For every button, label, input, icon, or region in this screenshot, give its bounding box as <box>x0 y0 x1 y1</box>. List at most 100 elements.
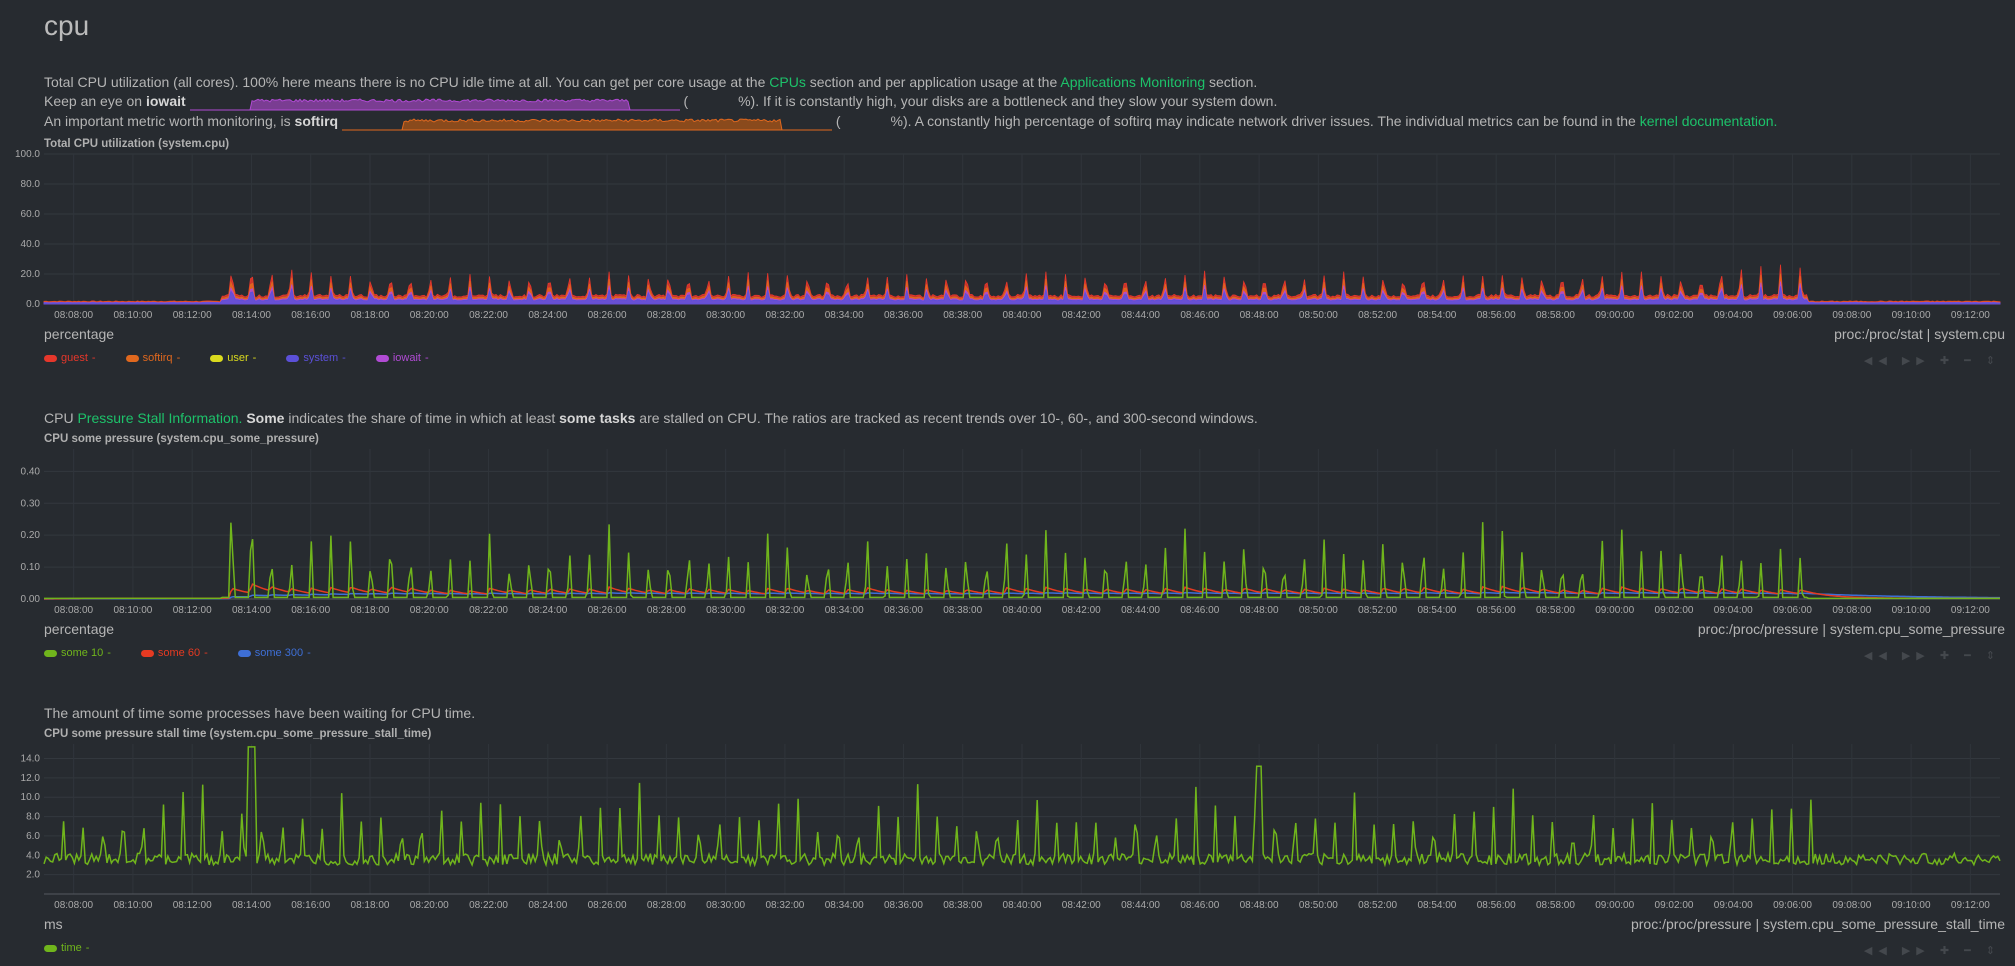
y-tick-label: 100.0 <box>15 150 40 160</box>
legend-swatch <box>237 649 251 657</box>
legend-item-softirq[interactable]: softirq - <box>125 352 181 364</box>
x-tick-label: 09:04:00 <box>1714 605 1753 615</box>
x-tick-label: 09:08:00 <box>1832 900 1871 910</box>
x-tick-label: 08:36:00 <box>884 310 923 320</box>
y-tick-label: 60.0 <box>21 209 41 220</box>
x-tick-label: 08:18:00 <box>351 605 390 615</box>
legend-value: - <box>176 352 181 364</box>
iowait-term: iowait <box>145 93 186 109</box>
x-tick-label: 08:34:00 <box>825 310 864 320</box>
x-tick-label: 08:20:00 <box>410 900 449 910</box>
softirq-sparkline <box>341 118 832 131</box>
legend-value: - <box>424 352 429 364</box>
legend-value: - <box>107 647 111 659</box>
legend-value: - <box>91 352 96 364</box>
x-tick-label: 08:34:00 <box>825 605 864 615</box>
y-tick-label: 2.0 <box>26 870 40 881</box>
x-tick-label: 08:34:00 <box>825 900 864 910</box>
x-tick-label: 08:14:00 <box>232 900 271 910</box>
kernel-documentation-link[interactable]: kernel documentation. <box>1639 113 1778 129</box>
y-tick-label: 8.0 <box>26 812 40 823</box>
legend-value: - <box>342 352 346 364</box>
x-tick-label: 09:06:00 <box>1773 310 1812 320</box>
legend-item-iowait[interactable]: iowait - <box>375 352 429 364</box>
x-tick-label: 08:56:00 <box>1477 900 1516 910</box>
cpus-link[interactable]: CPUs <box>769 74 806 90</box>
cpu-chart-units: percentage <box>44 326 115 342</box>
legend-swatch <box>375 354 389 362</box>
x-tick-label: 08:44:00 <box>1121 310 1160 320</box>
area-series-system <box>43 286 2001 305</box>
x-tick-label: 08:50:00 <box>1299 900 1338 910</box>
intro-text: %). A constantly high percentage of soft… <box>890 113 1640 129</box>
some-term: Some <box>246 410 285 426</box>
x-tick-label: 08:10:00 <box>113 605 152 615</box>
x-tick-label: 09:10:00 <box>1892 900 1931 910</box>
legend-item-some-300[interactable]: some 300- <box>237 647 311 659</box>
x-tick-label: 08:16:00 <box>291 900 330 910</box>
y-tick-label: 12.0 <box>21 773 41 784</box>
intro-text: An important metric worth monitoring, is <box>44 113 295 129</box>
line-series-some-60 <box>44 583 2000 600</box>
stall-chart-context: proc:/proc/pressure | system.cpu_some_pr… <box>1630 916 2005 932</box>
x-tick-label: 08:52:00 <box>1358 310 1397 320</box>
x-tick-label: 09:08:00 <box>1832 605 1871 615</box>
legend-item-user[interactable]: user - <box>210 352 256 364</box>
line-series-some-300 <box>44 591 2000 600</box>
x-tick-label: 09:02:00 <box>1655 900 1694 910</box>
cpu-stall-time-chart[interactable]: 2.0 4.0 6.0 8.0 10.0 12.0 14.0 08:08:00 08:10:00… <box>0 740 2015 910</box>
x-tick-label: 08:18:00 <box>351 900 390 910</box>
y-tick-label: 6.0 <box>26 831 40 842</box>
intro-text: CPU <box>44 410 78 426</box>
x-tick-label: 08:32:00 <box>765 310 804 320</box>
legend-item-some-10[interactable]: some 10- <box>44 647 111 659</box>
cpu-chart-title: Total CPU utilization (system.cpu) <box>44 138 230 150</box>
x-tick-label: 08:08:00 <box>54 605 93 615</box>
legend-value: - <box>204 647 208 659</box>
stall-chart-legend: time - <box>44 942 89 954</box>
some-tasks-term: some tasks <box>559 410 636 426</box>
x-tick-label: 08:50:00 <box>1299 605 1338 615</box>
x-tick-label: 08:58:00 <box>1536 310 1575 320</box>
x-tick-label: 08:26:00 <box>588 310 627 320</box>
legend-swatch <box>140 649 154 657</box>
y-tick-label: 14.0 <box>21 754 41 765</box>
stall-chart-controls[interactable]: ◀◀ ▶▶ ✚ ━ ⇕ <box>1863 945 2001 957</box>
x-tick-label: 08:10:00 <box>113 900 152 910</box>
x-tick-label: 08:58:00 <box>1536 900 1575 910</box>
x-tick-label: 09:00:00 <box>1595 900 1634 910</box>
applications-monitoring-link[interactable]: Applications Monitoring <box>1060 74 1206 90</box>
legend-label: user <box>227 352 249 364</box>
pressure-chart-controls[interactable]: ◀◀ ▶▶ ✚ ━ ⇕ <box>1863 650 2001 662</box>
legend-item-some-60[interactable]: some 60- <box>140 647 208 659</box>
x-tick-label: 08:24:00 <box>528 310 567 320</box>
stall-chart-units: ms <box>44 916 63 932</box>
x-tick-label: 08:14:00 <box>232 310 271 320</box>
y-tick-label: 20.0 <box>21 269 41 280</box>
legend-item-system[interactable]: system - <box>286 352 346 364</box>
legend-label: softirq <box>142 352 173 364</box>
page-title: cpu <box>44 10 90 41</box>
y-tick-label: 10.0 <box>21 792 41 803</box>
cpu-pressure-chart[interactable]: 0.00 0.10 0.20 0.30 0.40 08:08:00 08:10:00 08:1… <box>0 445 2015 615</box>
psi-link[interactable]: Pressure Stall Information. <box>77 410 243 426</box>
y-tick-label: 0.00 <box>21 594 41 605</box>
legend-item-guest[interactable]: guest - <box>44 352 96 364</box>
x-tick-label: 08:32:00 <box>765 605 804 615</box>
legend-item-time[interactable]: time - <box>44 942 89 954</box>
legend-swatch <box>44 649 57 657</box>
cpu-intro-line-1: Total CPU utilization (all cores). 100% … <box>44 74 1257 90</box>
pressure-chart-legend: some 10- some 60- some 300- <box>44 647 311 659</box>
x-tick-label: 08:30:00 <box>706 310 745 320</box>
x-tick-label: 08:26:00 <box>588 605 627 615</box>
cpu-utilization-chart[interactable]: 0.0 20.0 40.0 60.0 80.0 100.0 08:08:00 08:10:00… <box>0 150 2015 320</box>
pressure-chart-units: percentage <box>44 621 115 637</box>
x-tick-label: 08:54:00 <box>1417 900 1456 910</box>
x-tick-label: 09:10:00 <box>1892 310 1931 320</box>
cpu-chart-controls[interactable]: ◀◀ ▶▶ ✚ ━ ⇕ <box>1863 355 2001 367</box>
x-tick-label: 08:54:00 <box>1417 310 1456 320</box>
x-tick-label: 08:48:00 <box>1240 310 1279 320</box>
legend-label: some 60 <box>157 647 201 659</box>
x-tick-label: 08:42:00 <box>1062 605 1101 615</box>
legend-swatch <box>44 944 57 952</box>
